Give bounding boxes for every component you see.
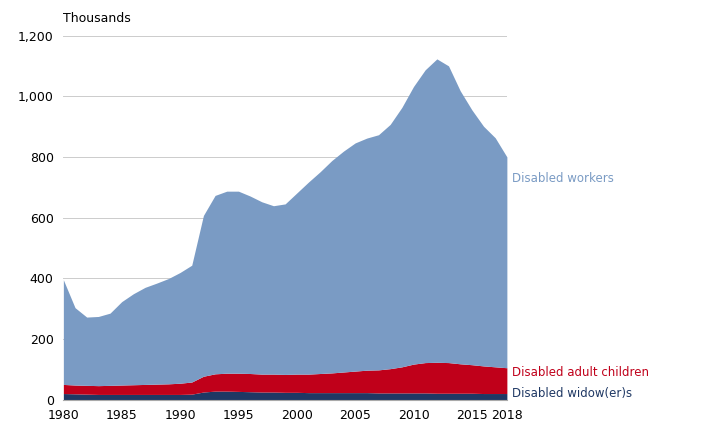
Text: Disabled adult children: Disabled adult children (512, 366, 648, 380)
Text: Disabled workers: Disabled workers (512, 172, 613, 185)
Text: Disabled widow(er)s: Disabled widow(er)s (512, 387, 631, 400)
Text: Thousands: Thousands (63, 12, 131, 24)
